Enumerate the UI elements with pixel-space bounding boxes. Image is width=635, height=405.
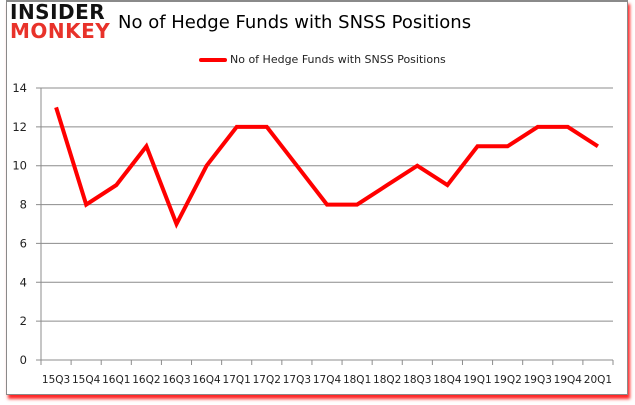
x-tick-label: 18Q1 [343, 374, 371, 386]
legend-line-swatch-icon [199, 57, 227, 62]
legend-label: No of Hedge Funds with SNSS Positions [230, 53, 446, 66]
x-tick-label: 19Q3 [524, 374, 552, 386]
y-tick-label: 6 [20, 236, 27, 250]
x-tick-label: 18Q3 [403, 374, 431, 386]
logo-line-2: MONKEY [10, 19, 111, 43]
chart-legend: No of Hedge Funds with SNSS Positions [199, 53, 446, 66]
y-tick-label: 14 [12, 81, 27, 95]
x-tick-label: 16Q4 [192, 374, 221, 386]
x-tick-label: 19Q1 [463, 374, 491, 386]
x-tick-label: 19Q2 [493, 374, 521, 386]
x-tick-label: 19Q4 [554, 374, 583, 386]
logo-line-1: INSIDER [10, 0, 106, 24]
x-tick-label: 16Q3 [162, 374, 190, 386]
series-line [54, 106, 599, 229]
y-tick-label: 4 [20, 275, 27, 289]
x-tick-label: 20Q1 [584, 374, 612, 386]
x-tick-label: 16Q2 [132, 374, 160, 386]
y-tick-label: 10 [12, 159, 27, 173]
y-tick-label: 8 [20, 198, 27, 212]
x-tick-label: 18Q4 [433, 374, 462, 386]
x-tick-label: 17Q4 [313, 374, 342, 386]
x-tick-label: 17Q3 [283, 374, 311, 386]
x-tick-label: 17Q2 [253, 374, 281, 386]
x-tick-label: 18Q2 [373, 374, 401, 386]
x-tick-label: 15Q4 [72, 374, 101, 386]
y-tick-label: 2 [20, 314, 27, 328]
x-tick-label: 15Q3 [42, 374, 70, 386]
x-tick-label: 17Q1 [223, 374, 251, 386]
x-tick-label: 16Q1 [102, 374, 130, 386]
insider-monkey-logo: INSIDER MONKEY [10, 0, 111, 43]
chart-frame [6, 0, 628, 395]
y-tick-label: 0 [20, 353, 27, 367]
y-tick-label: 12 [12, 120, 27, 134]
chart-title: No of Hedge Funds with SNSS Positions [118, 12, 472, 33]
